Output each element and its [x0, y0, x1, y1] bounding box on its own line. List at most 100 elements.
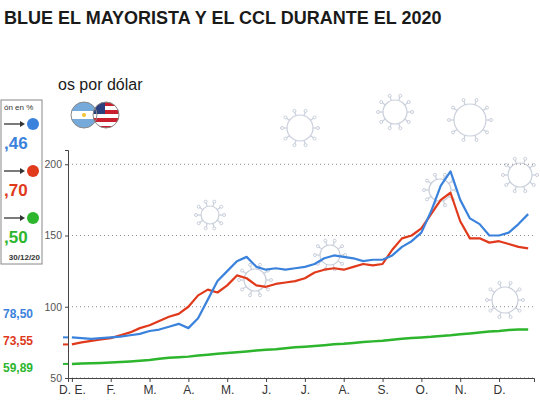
virus-spike-tip — [388, 94, 391, 97]
virus-spike-tip — [505, 164, 508, 167]
virus-spike-tip — [485, 131, 488, 134]
virus-spike-tip — [399, 127, 402, 130]
start-value-mark — [63, 343, 68, 345]
virus-spike-tip — [388, 127, 391, 130]
virus-spike-tip — [443, 173, 446, 176]
start-value: 73,55 — [3, 334, 33, 348]
series-group — [72, 171, 528, 364]
virus-spike-tip — [475, 138, 478, 141]
grid-line — [68, 164, 534, 165]
virus-spike-tip — [502, 174, 505, 177]
virus-spike-tip — [213, 200, 216, 203]
virus-spike-tip — [407, 101, 410, 104]
x-tick-mark — [383, 378, 384, 382]
arrow-shaft — [4, 217, 20, 218]
virus-spike-tip — [313, 116, 316, 119]
y-tick-mark — [65, 236, 68, 237]
x-tick-mark — [499, 378, 500, 382]
virus-spike-tip — [266, 288, 269, 291]
x-tick-label: O. — [416, 383, 429, 397]
virus-spike-tip — [486, 299, 489, 302]
x-tick: D. — [494, 378, 506, 397]
virus-spike-tip — [213, 227, 216, 230]
virus-spike-tip — [314, 254, 317, 257]
virus-spike-tip — [204, 200, 207, 203]
virus-body — [508, 163, 532, 187]
y-tick-label: 200 — [44, 158, 62, 170]
grid — [68, 164, 534, 378]
virus-spike-tip — [452, 106, 455, 109]
virus-spike-tip — [238, 279, 241, 282]
x-tick-label: M. — [143, 383, 156, 397]
virus-spike-tip — [380, 101, 383, 104]
x-tick-mark — [72, 378, 73, 382]
y-tick: 200 — [44, 158, 68, 170]
virus-icon — [502, 157, 539, 192]
virus-spike-tip — [498, 316, 501, 319]
start-value: 59,89 — [3, 361, 33, 375]
y-tick-label: 50 — [50, 372, 62, 384]
change-value: ,46 — [4, 134, 28, 153]
x-tick-label: N. — [455, 383, 467, 397]
x-tick-label: M. — [221, 383, 234, 397]
virus-spike-tip — [270, 279, 273, 282]
virus-spike-tip — [377, 111, 380, 114]
virus-spike-tip — [333, 239, 336, 242]
virus-spike-tip — [249, 263, 252, 266]
change-box-frame — [1, 100, 42, 264]
x-axis-line — [69, 379, 535, 383]
arrow-head — [20, 168, 25, 174]
virus-spike-tip — [195, 214, 198, 217]
x-tick: D. E. — [59, 378, 86, 397]
virus-spike-tip — [518, 288, 521, 291]
virus-spike-tip — [505, 183, 508, 186]
virus-icon — [486, 281, 525, 318]
virus-body — [201, 206, 219, 224]
start-value: 78,50 — [3, 307, 33, 321]
virus-spike-tip — [317, 127, 320, 130]
start-value-mark — [63, 363, 68, 365]
arrow-shaft — [4, 123, 20, 124]
change-box: ón en %,46,70,5030/12/20 — [1, 100, 42, 264]
virus-spike-tip — [304, 144, 307, 147]
virus-spike-tip — [258, 294, 261, 297]
virus-spike-tip — [522, 299, 525, 302]
x-tick-label: F. — [107, 383, 116, 397]
virus-spike-tip — [313, 137, 316, 140]
x-tick: A. — [183, 378, 194, 397]
x-tick: J. — [301, 378, 310, 397]
virus-spike-tip — [316, 245, 319, 248]
change-date: 30/12/20 — [9, 253, 41, 262]
virus-spike-tip — [304, 109, 307, 112]
y-tick-mark — [65, 164, 68, 165]
start-value-mark — [63, 336, 68, 338]
virus-spike-tip — [513, 190, 516, 193]
x-tick-mark — [305, 378, 306, 382]
change-value: ,50 — [4, 228, 28, 247]
flag-usa — [92, 102, 120, 130]
virus-spike-tip — [284, 116, 287, 119]
virus-spike-tip — [489, 309, 492, 312]
change-value: ,70 — [4, 181, 28, 200]
flag-sun — [82, 113, 86, 117]
y-tick-label: 100 — [44, 301, 62, 313]
virus-spike-tip — [426, 179, 429, 182]
virus-spike-tip — [485, 106, 488, 109]
x-tick: A. — [339, 378, 350, 397]
x-tick-mark — [266, 378, 267, 382]
x-tick: J. — [262, 378, 271, 397]
virus-spike-tip — [490, 119, 493, 122]
grid-line — [68, 306, 534, 307]
arrow-head — [20, 121, 25, 127]
virus-spike-tip — [293, 144, 296, 147]
virus-spike-tip — [197, 205, 200, 208]
y-tick: 100 — [44, 301, 68, 313]
x-tick: N. — [455, 378, 467, 397]
x-axis: D. E.F.M.A.M.J.J.A.S.O.N.D. — [59, 378, 534, 397]
virus-spike-tip — [462, 138, 465, 141]
virus-spike-tip — [443, 204, 446, 207]
virus-spike-tip — [509, 281, 512, 284]
virus-spike-tip — [241, 269, 244, 272]
virus-spike-tip — [380, 120, 383, 123]
virus-spike-tip — [532, 183, 535, 186]
